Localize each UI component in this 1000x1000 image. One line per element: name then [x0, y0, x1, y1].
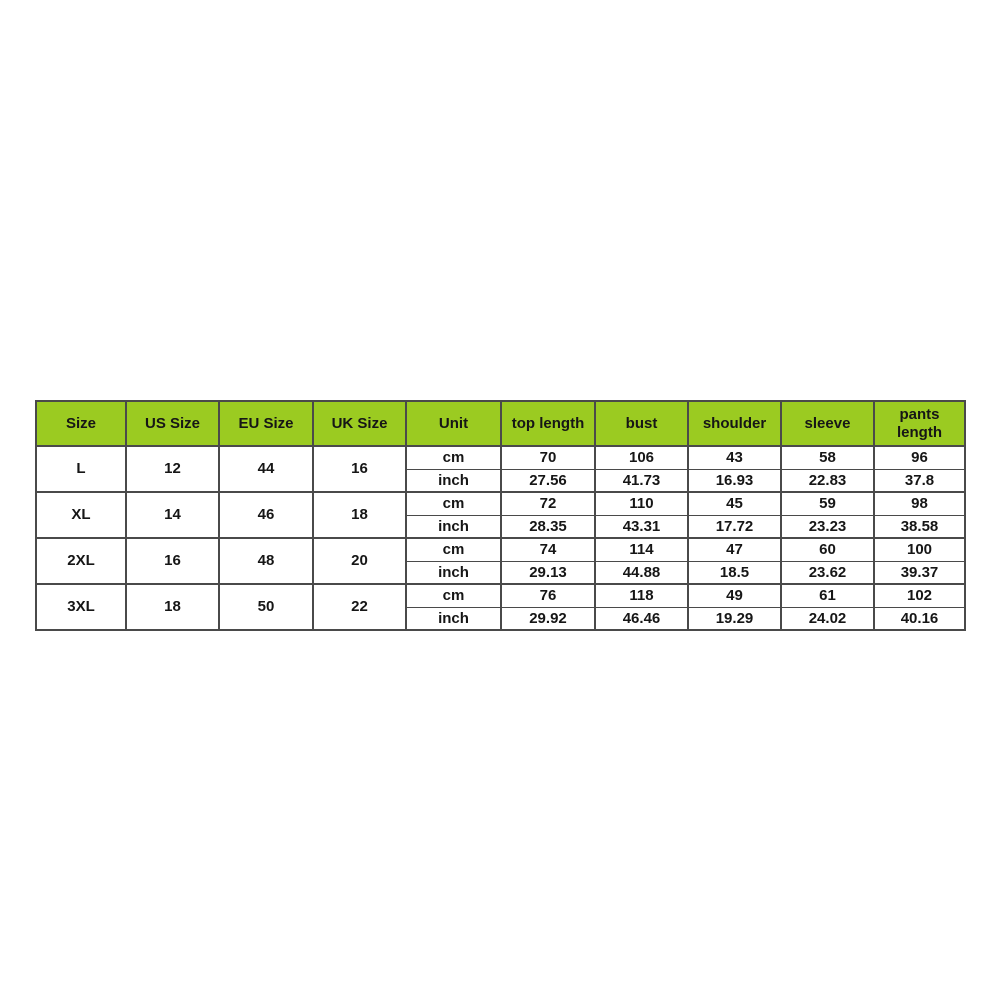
top-length-value: 29.13 — [500, 560, 596, 585]
table-row: L 12 44 16 cm 70 106 43 58 96 — [35, 445, 966, 493]
uk-size-cell: 18 — [312, 491, 407, 539]
unit-cell: inch — [405, 560, 502, 585]
us-size-cell: 12 — [125, 445, 220, 493]
size-cell: 2XL — [35, 537, 127, 585]
unit-cell: inch — [405, 606, 502, 631]
size-cell: XL — [35, 491, 127, 539]
eu-size-cell: 48 — [218, 537, 314, 585]
table-row: 3XL 18 50 22 cm 76 118 49 61 102 — [35, 583, 966, 631]
size-chart: Size US Size EU Size UK Size Unit top le… — [35, 400, 966, 631]
us-size-cell: 18 — [125, 583, 220, 631]
sleeve-value: 60 — [780, 537, 875, 562]
table-row: inch 28.35 43.31 17.72 23.23 38.58 — [36, 514, 966, 539]
sleeve-value: 61 — [780, 583, 875, 608]
eu-size-cell: 46 — [218, 491, 314, 539]
table-row: inch 29.92 46.46 19.29 24.02 40.16 — [36, 606, 966, 631]
column-header-us-size: US Size — [125, 400, 220, 447]
sleeve-value: 23.23 — [780, 514, 875, 539]
bust-value: 43.31 — [594, 514, 689, 539]
uk-size-cell: 16 — [312, 445, 407, 493]
shoulder-value: 19.29 — [687, 606, 782, 631]
shoulder-value: 43 — [687, 445, 782, 470]
header-row: Size US Size EU Size UK Size Unit top le… — [35, 400, 966, 447]
unit-cell: cm — [405, 491, 502, 516]
pants-length-value: 38.58 — [873, 514, 966, 539]
size-chart-table: Size US Size EU Size UK Size Unit top le… — [35, 400, 966, 631]
pants-length-value: 40.16 — [873, 606, 966, 631]
uk-size-cell: 22 — [312, 583, 407, 631]
sleeve-value: 23.62 — [780, 560, 875, 585]
pants-length-value: 39.37 — [873, 560, 966, 585]
unit-cell: cm — [405, 583, 502, 608]
sleeve-value: 58 — [780, 445, 875, 470]
column-header-eu-size: EU Size — [218, 400, 314, 447]
eu-size-cell: 44 — [218, 445, 314, 493]
sleeve-value: 24.02 — [780, 606, 875, 631]
pants-length-value: 37.8 — [873, 468, 966, 493]
eu-size-cell: 50 — [218, 583, 314, 631]
top-length-value: 76 — [500, 583, 596, 608]
unit-cell: inch — [405, 514, 502, 539]
top-length-value: 27.56 — [500, 468, 596, 493]
column-header-uk-size: UK Size — [312, 400, 407, 447]
shoulder-value: 16.93 — [687, 468, 782, 493]
column-header-pants-length: pants length — [873, 400, 966, 447]
bust-value: 114 — [594, 537, 689, 562]
column-header-sleeve: sleeve — [780, 400, 875, 447]
pants-length-value: 102 — [873, 583, 966, 608]
bust-value: 44.88 — [594, 560, 689, 585]
pants-length-value: 98 — [873, 491, 966, 516]
pants-length-value: 100 — [873, 537, 966, 562]
us-size-cell: 16 — [125, 537, 220, 585]
unit-cell: cm — [405, 537, 502, 562]
bust-value: 41.73 — [594, 468, 689, 493]
sleeve-value: 59 — [780, 491, 875, 516]
column-header-bust: bust — [594, 400, 689, 447]
sleeve-value: 22.83 — [780, 468, 875, 493]
top-length-value: 74 — [500, 537, 596, 562]
table-row: inch 27.56 41.73 16.93 22.83 37.8 — [36, 468, 966, 493]
shoulder-value: 45 — [687, 491, 782, 516]
unit-cell: inch — [405, 468, 502, 493]
column-header-unit: Unit — [405, 400, 502, 447]
shoulder-value: 17.72 — [687, 514, 782, 539]
size-cell: 3XL — [35, 583, 127, 631]
bust-value: 118 — [594, 583, 689, 608]
size-cell: L — [35, 445, 127, 493]
top-length-value: 28.35 — [500, 514, 596, 539]
top-length-value: 72 — [500, 491, 596, 516]
column-header-shoulder: shoulder — [687, 400, 782, 447]
uk-size-cell: 20 — [312, 537, 407, 585]
shoulder-value: 47 — [687, 537, 782, 562]
bust-value: 46.46 — [594, 606, 689, 631]
pants-length-value: 96 — [873, 445, 966, 470]
bust-value: 110 — [594, 491, 689, 516]
top-length-value: 70 — [500, 445, 596, 470]
top-length-value: 29.92 — [500, 606, 596, 631]
column-header-top-length: top length — [500, 400, 596, 447]
table-row: XL 14 46 18 cm 72 110 45 59 98 — [35, 491, 966, 539]
unit-cell: cm — [405, 445, 502, 470]
shoulder-value: 18.5 — [687, 560, 782, 585]
table-row: inch 29.13 44.88 18.5 23.62 39.37 — [36, 560, 966, 585]
table-row: 2XL 16 48 20 cm 74 114 47 60 100 — [35, 537, 966, 585]
us-size-cell: 14 — [125, 491, 220, 539]
bust-value: 106 — [594, 445, 689, 470]
shoulder-value: 49 — [687, 583, 782, 608]
column-header-size: Size — [35, 400, 127, 447]
